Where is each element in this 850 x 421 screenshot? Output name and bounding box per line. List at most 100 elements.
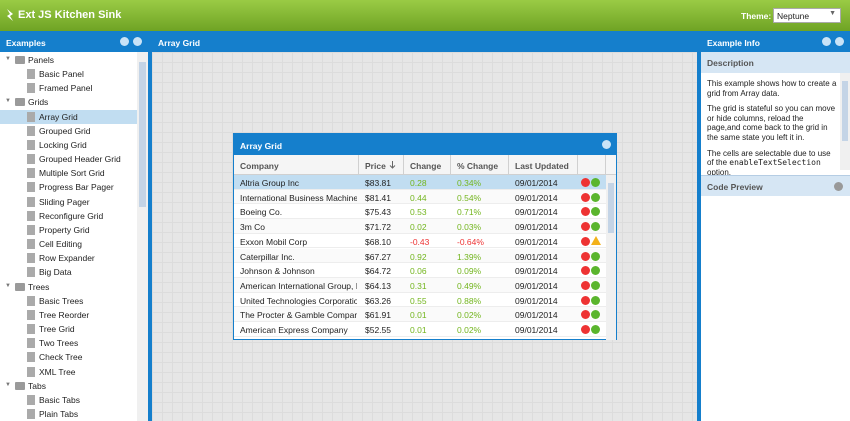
tree-item[interactable]: Check Tree — [0, 350, 137, 364]
delete-icon[interactable] — [581, 236, 590, 246]
collapse-button[interactable] — [602, 140, 611, 149]
tree-item[interactable]: Row Expander — [0, 251, 137, 265]
delete-icon[interactable] — [581, 207, 590, 217]
tree-item[interactable]: Basic Trees — [0, 294, 137, 308]
check-icon[interactable] — [591, 207, 600, 217]
tree-item[interactable]: Big Data — [0, 265, 137, 279]
grid-row[interactable]: The Procter & Gamble Company $61.91 0.01 0.… — [234, 307, 606, 322]
delete-icon[interactable] — [581, 295, 590, 305]
collapse-button[interactable] — [822, 37, 831, 46]
column-header[interactable]: % Change — [451, 155, 509, 175]
delete-icon[interactable] — [581, 192, 590, 202]
tree-item[interactable]: Plain Tabs — [0, 407, 137, 421]
grid-header: Array Grid — [234, 134, 616, 155]
grid-cell: 1.39% — [457, 251, 482, 262]
column-header[interactable]: Last Updated — [509, 155, 578, 175]
check-icon[interactable] — [591, 295, 600, 305]
tree-item[interactable]: Grouped Header Grid — [0, 152, 137, 166]
check-icon[interactable] — [591, 192, 600, 202]
settings-button[interactable] — [835, 37, 844, 46]
grid-row[interactable]: Altria Group Inc $83.81 0.28 0.34% 09/01/201… — [234, 175, 606, 190]
tree-item[interactable]: Cell Editing — [0, 237, 137, 251]
warning-icon[interactable] — [591, 235, 601, 246]
grid-cell: $63.26 — [365, 295, 391, 306]
delete-icon[interactable] — [581, 266, 590, 276]
code-text: enableTextSelection — [729, 158, 821, 168]
tree-item[interactable]: Tree Grid — [0, 322, 137, 336]
delete-icon[interactable] — [581, 222, 590, 232]
scroll-thumb[interactable] — [842, 81, 848, 141]
tree-folder[interactable]: ▼ Grids — [0, 95, 137, 109]
grid-cell: 09/01/2014 — [515, 280, 558, 291]
column-label: Change — [410, 161, 442, 171]
tree-folder[interactable]: ▼ Tabs — [0, 379, 137, 393]
grid-row[interactable]: Caterpillar Inc. $67.27 0.92 1.39% 09/01/201… — [234, 248, 606, 264]
check-icon[interactable] — [591, 178, 600, 187]
delete-icon[interactable] — [581, 310, 590, 320]
folder-label: Trees — [28, 281, 50, 292]
column-header[interactable]: Price — [359, 155, 404, 175]
delete-icon[interactable] — [581, 325, 590, 334]
tree-item[interactable]: Reconfigure Grid — [0, 209, 137, 223]
leaf-icon — [27, 196, 35, 207]
theme-label: Theme: — [741, 11, 772, 21]
grid-cell: 0.01 — [410, 310, 427, 321]
check-icon[interactable] — [591, 310, 600, 320]
grid-cell: Exxon Mobil Corp — [240, 236, 308, 247]
grid-cell: 0.02% — [457, 310, 482, 321]
item-label: Reconfigure Grid — [39, 210, 104, 221]
tree-item[interactable]: Basic Panel — [0, 67, 137, 81]
tree-item[interactable]: Basic Tabs — [0, 393, 137, 407]
grid-cell: Johnson & Johnson — [240, 266, 315, 277]
grid-row[interactable]: American Express Company $52.55 0.01 0.02% 0… — [234, 322, 606, 337]
grid-row[interactable]: International Business Machines $81.41 0.4… — [234, 189, 606, 205]
grid-cell: 0.03% — [457, 222, 482, 233]
tree-item[interactable]: Multiple Sort Grid — [0, 166, 137, 180]
tree-item[interactable]: Framed Panel — [0, 81, 137, 95]
column-header[interactable]: Company — [234, 155, 359, 175]
tree-item[interactable]: XML Tree — [0, 365, 137, 379]
delete-icon[interactable] — [581, 251, 590, 261]
tree-item[interactable]: Grouped Grid — [0, 124, 137, 138]
tree-item[interactable]: Tree Reorder — [0, 308, 137, 322]
collapse-button[interactable] — [120, 37, 129, 46]
grid-row[interactable]: American International Group, I... $64.13… — [234, 277, 606, 293]
grid-row[interactable]: Johnson & Johnson $64.72 0.06 0.09% 09/01/20… — [234, 263, 606, 278]
tree-folder[interactable]: ▼ Trees — [0, 280, 137, 294]
check-icon[interactable] — [591, 280, 600, 290]
tree-folder[interactable]: ▼ Panels — [0, 53, 137, 67]
grid-cell: American International Group, I... — [240, 280, 357, 291]
item-label: Big Data — [39, 267, 72, 278]
leaf-icon — [27, 182, 35, 193]
column-header[interactable]: Change — [404, 155, 451, 175]
check-icon[interactable] — [591, 222, 600, 232]
expand-button[interactable] — [834, 182, 843, 191]
grid-cell: 09/01/2014 — [515, 222, 558, 233]
tree-item[interactable]: Property Grid — [0, 223, 137, 237]
grid-row[interactable]: Boeing Co. $75.43 0.53 0.71% 09/01/2014 — [234, 204, 606, 220]
tree-item[interactable]: Sliding Pager — [0, 195, 137, 209]
grid-row[interactable]: United Technologies Corporation $63.26 0.5… — [234, 292, 606, 308]
grid-row[interactable]: Exxon Mobil Corp $68.10 -0.43 -0.64% 09/01/2… — [234, 233, 606, 249]
tree-item[interactable]: Progress Bar Pager — [0, 180, 137, 194]
check-icon[interactable] — [591, 251, 600, 261]
delete-icon[interactable] — [581, 178, 590, 187]
grid-window: Array Grid Company Price Change % Change Las… — [233, 133, 617, 340]
settings-button[interactable] — [133, 37, 142, 46]
check-icon[interactable] — [591, 266, 600, 276]
grid-cell: The Procter & Gamble Company — [240, 310, 357, 321]
panel-header: Example Info — [701, 31, 850, 52]
panel-header: Examples — [0, 31, 148, 52]
tree-item[interactable]: Locking Grid — [0, 138, 137, 152]
grid-cell: $83.81 — [365, 178, 391, 188]
theme-select[interactable]: Neptune ▼ — [773, 8, 841, 23]
check-icon[interactable] — [591, 325, 600, 334]
scroll-thumb[interactable] — [608, 183, 614, 233]
tree-item[interactable]: Two Trees — [0, 336, 137, 350]
tree-item[interactable]: Array Grid — [0, 109, 137, 124]
leaf-icon — [27, 295, 35, 306]
delete-icon[interactable] — [581, 280, 590, 290]
grid-row[interactable]: 3m Co $71.72 0.02 0.03% 09/01/2014 — [234, 219, 606, 234]
grid-cell: 09/01/2014 — [515, 192, 558, 203]
scroll-thumb[interactable] — [139, 62, 146, 207]
